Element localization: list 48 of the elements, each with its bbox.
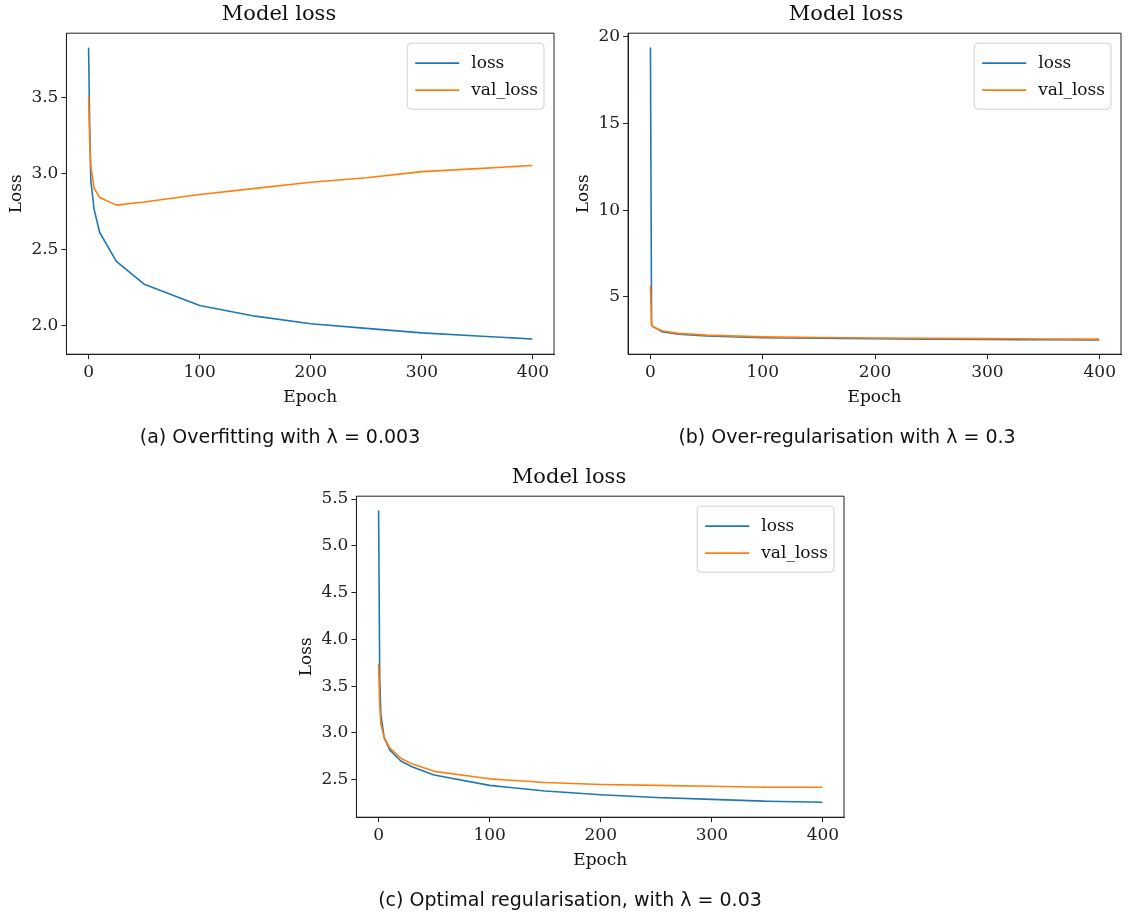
y-tick-label: 3.5 — [321, 674, 349, 695]
x-tick-label: 0 — [645, 360, 656, 381]
y-tick-label: 5 — [609, 285, 621, 306]
y-axis-title: Loss — [571, 174, 592, 214]
x-tick-label: 300 — [971, 360, 1004, 381]
x-axis-title: Epoch — [847, 386, 902, 407]
y-tick-label: 3.0 — [321, 721, 349, 742]
y-tick-label: 20 — [598, 25, 621, 46]
y-tick-label: 5.0 — [321, 534, 349, 555]
chart-title: Model loss — [788, 1, 904, 26]
text: (a) Overfitting with λ = 0.003 — [138, 425, 422, 447]
y-tick-label: 3.5 — [31, 85, 59, 106]
y-tick-label: 4.5 — [321, 581, 349, 602]
y-tick-label: 2.5 — [31, 237, 59, 258]
y-tick-label: 4.0 — [321, 627, 349, 648]
x-axis-title: Epoch — [283, 386, 338, 407]
y-tick-label: 2.5 — [321, 768, 349, 789]
x-tick-label: 300 — [695, 823, 729, 844]
y-tick-label: 2.0 — [31, 313, 59, 334]
chart-title: Model loss — [511, 464, 627, 489]
y-axis-title: Loss — [294, 637, 315, 677]
x-tick-label: 100 — [183, 360, 216, 381]
x-tick-label: 0 — [373, 823, 385, 844]
legend-label: val_loss — [470, 78, 538, 99]
x-tick-label: 100 — [473, 823, 506, 844]
legend-label: val_loss — [1037, 78, 1105, 99]
legend-label: loss — [761, 514, 795, 535]
x-tick-label: 400 — [516, 360, 550, 381]
x-axis-title: Epoch — [573, 849, 628, 870]
legend-label: loss — [1038, 51, 1072, 72]
x-tick-label: 300 — [405, 360, 439, 381]
text: (b) Over-regularisation with λ = 0.3 — [677, 425, 1017, 447]
y-tick-label: 5.5 — [321, 487, 349, 508]
x-tick-label: 200 — [858, 360, 892, 381]
text: (c) Optimal regularisation, with λ = 0.03 — [377, 888, 763, 910]
legend-label: val_loss — [760, 541, 828, 562]
chart-title: Model loss — [221, 1, 337, 26]
y-axis-title: Loss — [4, 174, 25, 214]
y-tick-label: 3.0 — [31, 161, 59, 182]
x-tick-label: 400 — [806, 823, 840, 844]
x-tick-label: 400 — [1083, 360, 1116, 381]
y-tick-label: 15 — [598, 111, 621, 132]
x-tick-label: 200 — [294, 360, 327, 381]
x-tick-label: 200 — [584, 823, 617, 844]
x-tick-label: 0 — [83, 360, 95, 381]
x-tick-label: 100 — [746, 360, 779, 381]
legend-label: loss — [471, 51, 505, 72]
y-tick-label: 10 — [598, 198, 621, 219]
